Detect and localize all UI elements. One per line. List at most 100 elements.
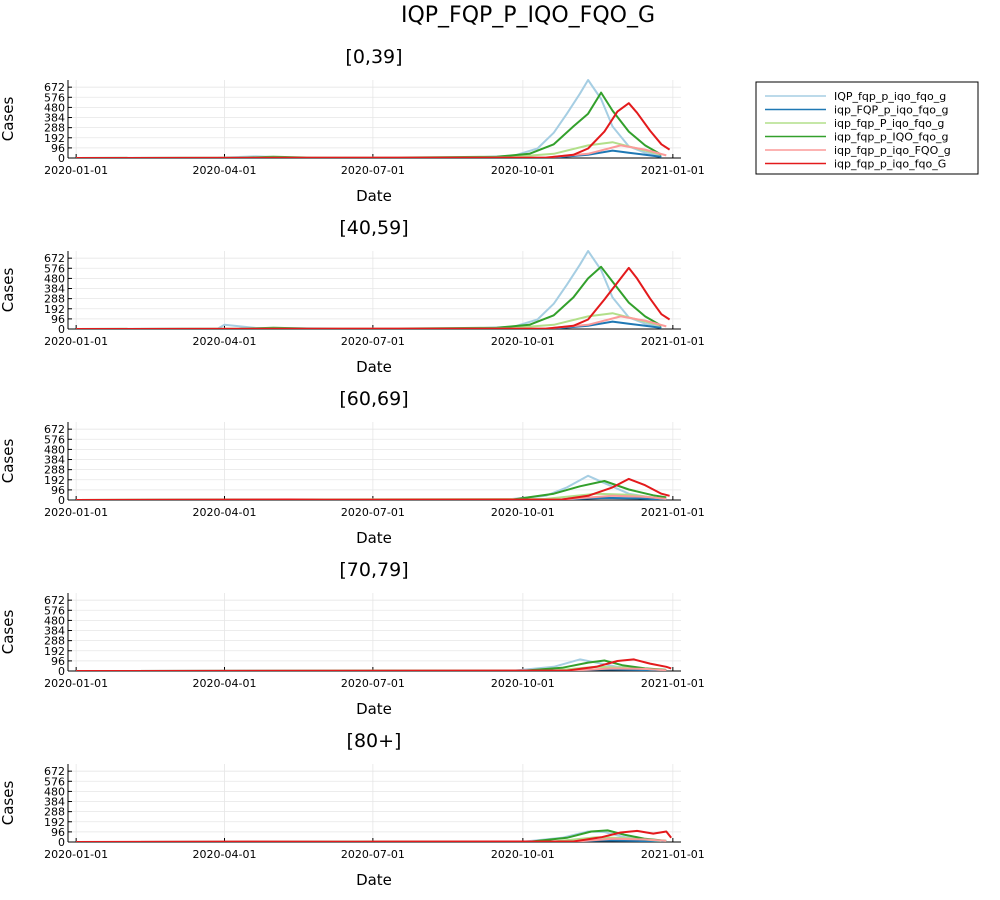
x-tick-label: 2020-01-01 — [44, 335, 108, 348]
y-tick-label: 576 — [44, 433, 65, 446]
x-axis-label: Date — [356, 871, 392, 889]
series-line-iqp-fqp-p-iqo-fqo-g — [76, 79, 662, 158]
x-tick-label: 2020-04-01 — [193, 848, 257, 861]
x-tick-label: 2020-07-01 — [341, 848, 405, 861]
y-tick-label: 672 — [44, 594, 65, 607]
legend-label: IQP_fqp_p_iqo_fqo_g — [834, 90, 946, 103]
y-tick-label: 192 — [44, 303, 65, 316]
x-tick-label: 2021-01-01 — [641, 506, 705, 519]
y-axis-label: Cases — [0, 268, 17, 313]
legend-label: iqp_FQP_p_iqo_fqo_g — [834, 104, 948, 117]
y-tick-label: 96 — [51, 484, 65, 497]
y-tick-label: 384 — [44, 625, 65, 638]
y-tick-label: 288 — [44, 464, 65, 477]
legend-box — [755, 81, 979, 175]
series-line-iqp-fqp-p-iqo-fqo-g — [76, 102, 671, 158]
x-tick-label: 2020-10-01 — [491, 335, 555, 348]
y-tick-label: 384 — [44, 112, 65, 125]
x-tick-label: 2020-10-01 — [491, 164, 555, 177]
y-tick-label: 288 — [44, 635, 65, 648]
series-line-iqp-fqp-p-iqo-fqo-g — [76, 658, 672, 671]
y-tick-label: 672 — [44, 765, 65, 778]
x-axis-label: Date — [356, 700, 392, 718]
y-tick-label: 288 — [44, 806, 65, 819]
x-tick-label: 2020-07-01 — [341, 506, 405, 519]
series-line-iqp-fqp-p-iqo-fqo-g — [76, 829, 672, 842]
y-tick-label: 0 — [58, 665, 65, 678]
y-tick-label: 288 — [44, 122, 65, 135]
x-tick-label: 2021-01-01 — [641, 848, 705, 861]
x-tick-label: 2020-07-01 — [341, 677, 405, 690]
x-tick-label: 2020-07-01 — [341, 164, 405, 177]
x-tick-label: 2020-01-01 — [44, 677, 108, 690]
series-line-iqp-fqp-p-iqo-fqo-g — [76, 250, 662, 329]
y-tick-label: 96 — [51, 142, 65, 155]
y-axis-label: Cases — [0, 610, 17, 655]
x-tick-label: 2021-01-01 — [641, 164, 705, 177]
subplot-title: [0,39] — [345, 46, 402, 68]
y-tick-label: 480 — [44, 614, 65, 627]
series-line-iqp-fqp-p-iqo-fqo-g — [76, 477, 670, 500]
subplot-title: [60,69] — [339, 388, 408, 410]
x-tick-label: 2020-04-01 — [193, 335, 257, 348]
y-tick-label: 192 — [44, 645, 65, 658]
legend-label: iqp_fqp_p_iqo_fqo_G — [834, 158, 946, 171]
y-tick-label: 576 — [44, 91, 65, 104]
x-tick-label: 2020-04-01 — [193, 677, 257, 690]
y-tick-label: 96 — [51, 826, 65, 839]
series-line-iqp-fqp-p-iqo-fqo-g — [76, 266, 671, 329]
x-tick-label: 2020-01-01 — [44, 848, 108, 861]
y-tick-label: 0 — [58, 152, 65, 165]
y-tick-label: 576 — [44, 604, 65, 617]
legend-label: iqp_fqp_p_IQO_fqo_g — [834, 131, 948, 144]
y-axis-label: Cases — [0, 97, 17, 142]
legend: IQP_fqp_p_iqo_fqo_giqp_FQP_p_iqo_fqo_giq… — [755, 81, 979, 175]
y-tick-label: 576 — [44, 775, 65, 788]
subplot-title: [80+] — [347, 730, 402, 752]
y-tick-label: 96 — [51, 313, 65, 326]
y-tick-label: 96 — [51, 655, 65, 668]
x-tick-label: 2020-10-01 — [491, 506, 555, 519]
x-tick-label: 2020-07-01 — [341, 335, 405, 348]
y-axis-label: Cases — [0, 781, 17, 826]
y-tick-label: 672 — [44, 81, 65, 94]
y-tick-label: 0 — [58, 494, 65, 507]
subplot-title: [70,79] — [339, 559, 408, 581]
x-tick-label: 2020-10-01 — [491, 848, 555, 861]
y-tick-label: 192 — [44, 816, 65, 829]
y-tick-label: 672 — [44, 423, 65, 436]
subplot-title: [40,59] — [339, 217, 408, 239]
y-tick-label: 480 — [44, 101, 65, 114]
x-axis-label: Date — [356, 187, 392, 205]
figure-title: IQP_FQP_P_IQO_FQO_G — [401, 3, 655, 28]
x-axis-label: Date — [356, 529, 392, 547]
y-tick-label: 384 — [44, 796, 65, 809]
legend-label: iqp_fqp_P_iqo_fqo_g — [834, 117, 944, 130]
x-tick-label: 2021-01-01 — [641, 677, 705, 690]
legend-label: iqp_fqp_p_iqo_FQO_g — [834, 144, 951, 157]
series-group — [76, 474, 670, 500]
x-tick-label: 2021-01-01 — [641, 335, 705, 348]
y-tick-label: 192 — [44, 474, 65, 487]
x-tick-label: 2020-10-01 — [491, 677, 555, 690]
y-axis-label: Cases — [0, 439, 17, 484]
y-tick-label: 576 — [44, 262, 65, 275]
y-tick-label: 0 — [58, 836, 65, 849]
y-tick-label: 480 — [44, 272, 65, 285]
y-tick-label: 480 — [44, 785, 65, 798]
x-tick-label: 2020-04-01 — [193, 164, 257, 177]
y-tick-label: 480 — [44, 443, 65, 456]
x-tick-label: 2020-01-01 — [44, 506, 108, 519]
y-tick-label: 384 — [44, 283, 65, 296]
series-group — [76, 79, 671, 158]
y-tick-label: 288 — [44, 293, 65, 306]
y-tick-label: 384 — [44, 454, 65, 467]
y-tick-label: 0 — [58, 323, 65, 336]
y-tick-label: 192 — [44, 132, 65, 145]
